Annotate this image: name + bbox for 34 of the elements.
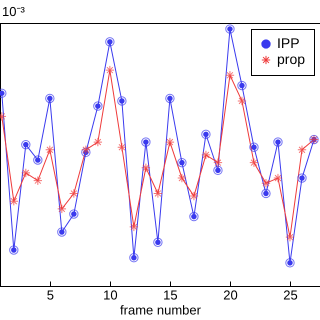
legend-label: IPP	[277, 35, 300, 51]
point	[129, 222, 139, 232]
point	[273, 173, 283, 183]
x-tick-label: 10	[103, 288, 118, 302]
point	[21, 168, 30, 178]
point	[105, 65, 115, 75]
x-tick-label: 20	[223, 288, 238, 302]
x-tick-label: 15	[163, 288, 178, 302]
x-tick-label: 25	[283, 288, 298, 302]
point	[201, 150, 211, 160]
point	[165, 137, 175, 147]
point	[237, 96, 247, 106]
point	[141, 163, 151, 172]
point	[225, 70, 235, 80]
point	[81, 145, 91, 154]
point	[9, 196, 18, 206]
x-axis-title: frame number	[120, 302, 202, 318]
point	[213, 158, 223, 168]
point	[117, 142, 127, 152]
point	[93, 137, 103, 147]
point	[249, 158, 259, 168]
legend-label: prop	[277, 51, 306, 67]
point	[297, 145, 307, 154]
x-tick-label: 5	[46, 288, 54, 302]
point	[189, 191, 199, 201]
point	[285, 232, 295, 242]
text: 10⁻³	[2, 4, 26, 19]
point	[33, 176, 43, 186]
point	[153, 188, 163, 198]
point	[69, 188, 79, 198]
point	[45, 145, 55, 154]
point	[177, 173, 187, 183]
point	[261, 178, 271, 188]
point	[57, 204, 67, 214]
